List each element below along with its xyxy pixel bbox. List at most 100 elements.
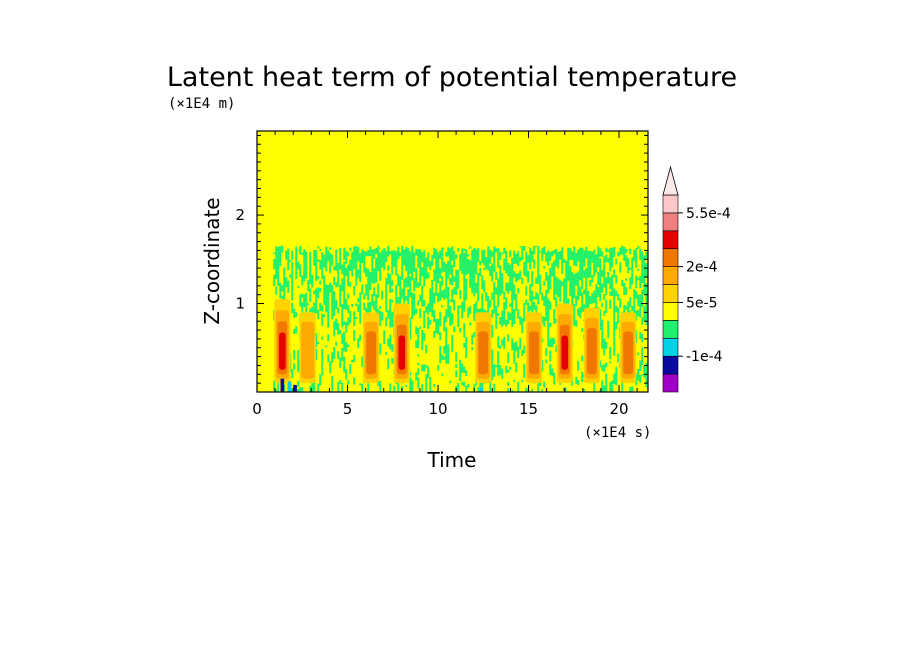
- heatmap-cell: [521, 368, 524, 373]
- heatmap-cell: [301, 250, 304, 253]
- heatmap-cell: [391, 333, 394, 339]
- heatmap-cell: [351, 362, 354, 366]
- heatmap-cell: [523, 264, 526, 276]
- heatmap-cell: [381, 250, 384, 263]
- heatmap-cell: [323, 380, 326, 392]
- heatmap-cell: [417, 327, 420, 339]
- heatmap-cell: [335, 287, 338, 295]
- heatmap-cell: [447, 332, 450, 341]
- heatmap-cell: [459, 346, 462, 352]
- heatmap-cell: [441, 376, 444, 383]
- heatmap-cell: [453, 342, 456, 346]
- heatmap-cell: [279, 380, 282, 389]
- heatmap-cell: [415, 308, 418, 314]
- heatmap-cell: [381, 382, 384, 392]
- heatmap-cell: [483, 292, 486, 305]
- heatmap-cell: [513, 309, 516, 315]
- heatmap-cell: [571, 277, 574, 290]
- heatmap-cell: [479, 299, 482, 309]
- heatmap-cell: [451, 313, 454, 325]
- heatmap-cell: [339, 264, 342, 270]
- heatmap-cell: [467, 273, 470, 283]
- heatmap-cell: [495, 339, 498, 350]
- heatmap-cell: [425, 267, 428, 280]
- heatmap-cell: [509, 366, 512, 370]
- heatmap-cell: [355, 340, 358, 343]
- heatmap-cell: [331, 333, 334, 341]
- heatmap-cell: [389, 334, 392, 346]
- heatmap-cell: [321, 262, 324, 270]
- heatmap-cell: [391, 292, 394, 300]
- heatmap-cell: [419, 337, 422, 350]
- heatmap-cell: [429, 347, 432, 355]
- heatmap-cell: [493, 298, 496, 309]
- heatmap-cell: [503, 258, 506, 268]
- heatmap-cell: [355, 264, 358, 277]
- heatmap-cell: [485, 292, 488, 302]
- heatmap-cell: [519, 246, 522, 248]
- heatmap-cell: [613, 295, 616, 306]
- heatmap-cell: [417, 284, 420, 288]
- heatmap-cell: [513, 379, 516, 382]
- heatmap-cell: [375, 305, 378, 314]
- heatmap-cell: [581, 312, 584, 322]
- heatmap-cell: [383, 361, 386, 373]
- heatmap-cell: [435, 370, 438, 380]
- heatmap-cell: [445, 374, 448, 381]
- heatmap-cell: [581, 361, 584, 372]
- heatmap-cell: [499, 295, 502, 308]
- heatmap-cell: [411, 319, 414, 327]
- heatmap-cell: [509, 361, 512, 367]
- heatmap-cell: [559, 250, 562, 252]
- heatmap-cell: [519, 270, 522, 280]
- heatmap-cell: [609, 257, 612, 261]
- heatmap-cell: [315, 280, 318, 284]
- heatmap-cell: [467, 349, 470, 360]
- heatmap-cell: [359, 275, 362, 283]
- heatmap-cell: [397, 246, 400, 248]
- heatmap-cell: [577, 273, 580, 283]
- heatmap-cell: [455, 361, 458, 364]
- heatmap-cell: [615, 296, 618, 306]
- heatmap-cell: [551, 368, 554, 376]
- heatmap-cell: [513, 323, 516, 332]
- heatmap-cell: [379, 361, 382, 372]
- heatmap-cell: [435, 360, 438, 371]
- heatmap-cell: [495, 306, 498, 313]
- heatmap-cell: [445, 380, 448, 383]
- heatmap-cell: [571, 289, 574, 302]
- heatmap-cell: [423, 286, 426, 290]
- heatmap-cell: [493, 272, 496, 282]
- heatmap-cell: [459, 359, 462, 370]
- heatmap-cell: [543, 246, 546, 250]
- heatmap-cell: [615, 249, 618, 252]
- heatmap-cell: [295, 286, 298, 293]
- heatmap-cell: [279, 266, 282, 272]
- heatmap-cell: [565, 260, 568, 266]
- heatmap-cell: [365, 380, 368, 392]
- heatmap-cell: [325, 296, 328, 304]
- heatmap-cell: [507, 311, 510, 315]
- heatmap-cell: [295, 326, 298, 334]
- heatmap-cell: [509, 379, 512, 387]
- heatmap-cell: [333, 266, 336, 271]
- heatmap-cell: [493, 281, 496, 291]
- heatmap-cell: [435, 379, 438, 389]
- heatmap-cell: [315, 346, 318, 350]
- heatmap-cell: [441, 354, 444, 360]
- heatmap-cell: [431, 254, 434, 258]
- heatmap-cell: [443, 325, 446, 332]
- heatmap-cell: [345, 267, 348, 277]
- heatmap-cell: [423, 340, 426, 345]
- heatmap-cell: [427, 336, 430, 349]
- heatmap-cell: [419, 318, 422, 327]
- heatmap-cell: [293, 275, 296, 288]
- heatmap-cell: [531, 307, 534, 315]
- heatmap-cell: [513, 331, 516, 343]
- heatmap-cell: [379, 252, 382, 258]
- heatmap-cell: [411, 270, 414, 281]
- heatmap-cell: [503, 247, 506, 254]
- heatmap-cell: [397, 381, 400, 392]
- heatmap-cell: [599, 346, 602, 351]
- heatmap-cell: [347, 384, 350, 392]
